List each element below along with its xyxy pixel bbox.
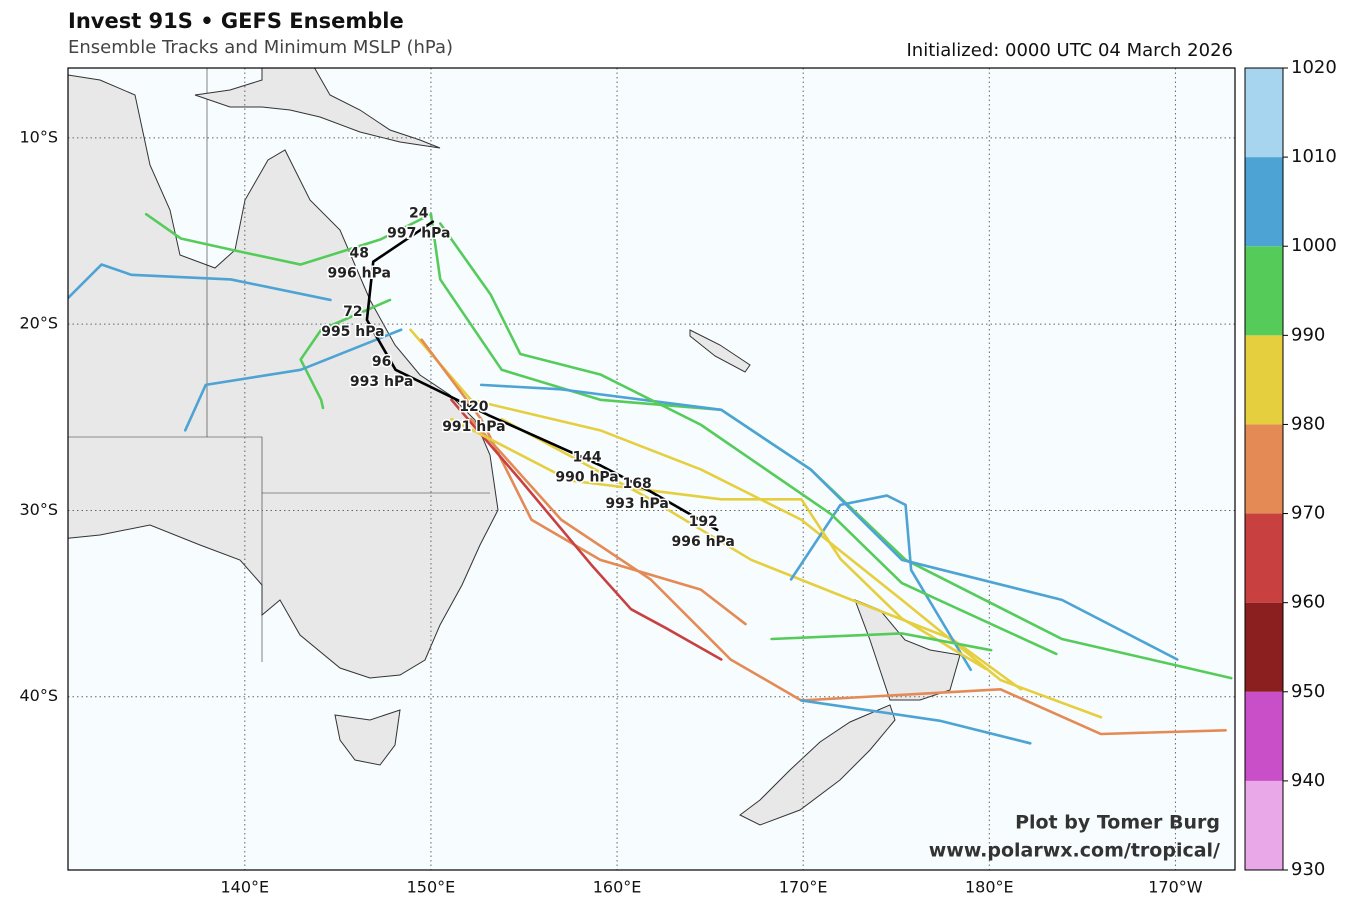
lon-tick-label: 140°E: [220, 878, 269, 897]
colorbar-bin: [1245, 68, 1283, 158]
colorbar-label: 1010: [1291, 146, 1337, 167]
lat-tick-label: 10°S: [19, 127, 58, 146]
mean-track-hour: 96: [372, 354, 391, 370]
ensemble-track: [438, 222, 1058, 656]
colorbar-bin: [1245, 424, 1283, 514]
mean-track-mslp: 995 hPa: [321, 324, 384, 340]
lat-tick-label: 20°S: [19, 314, 58, 333]
mean-track-hour: 192: [689, 514, 718, 530]
colorbar-label: 980: [1291, 413, 1325, 434]
lat-tick-label: 30°S: [19, 500, 58, 519]
mean-track-mslp: 993 hPa: [350, 374, 413, 390]
ensemble-track: [789, 494, 973, 672]
mean-track-mslp: 996 hPa: [671, 534, 734, 550]
ensemble-track: [183, 328, 403, 432]
mean-track-mslp: 990 hPa: [555, 470, 618, 486]
ensemble-track: [68, 263, 332, 302]
colorbar-label: 940: [1291, 770, 1325, 791]
credit-url: www.polarwx.com/tropical/: [929, 840, 1220, 862]
mean-track-line: [365, 220, 719, 532]
colorbar-label: 930: [1291, 859, 1325, 880]
ensemble-track: [144, 212, 433, 266]
colorbar-label: 1000: [1291, 235, 1337, 256]
colorbar-bin: [1245, 602, 1283, 692]
lat-tick-label: 40°S: [19, 686, 58, 705]
ensemble-track: [479, 383, 1179, 661]
colorbar: 930 940 950 960 970 980 990 1000 1010 1020: [1244, 57, 1337, 880]
colorbar-label: 1020: [1291, 57, 1337, 78]
mean-track-hour: 24: [409, 206, 429, 222]
mean-track-mslp: 991 hPa: [442, 419, 505, 435]
lon-tick-label: 160°E: [593, 878, 642, 897]
mean-track-mslp: 996 hPa: [328, 266, 391, 282]
mean-track-mslp: 993 hPa: [605, 496, 668, 512]
credit: Plot by Tomer Burg: [1015, 812, 1220, 834]
lon-tick-label: 180°E: [965, 878, 1014, 897]
mean-track-hour: 72: [343, 304, 362, 320]
colorbar-bin: [1245, 246, 1283, 336]
mean-track: 24 997 hPa 48 996 hPa 72 995 hPa 96 993 hPa 120 9…: [320, 204, 737, 551]
ensemble-track: [299, 298, 392, 410]
ensemble-track: [770, 632, 993, 652]
ensemble-track: [800, 699, 1032, 745]
ensemble-track: [500, 417, 1023, 691]
ensemble-track: [450, 417, 987, 671]
colorbar-bin: [1245, 513, 1283, 603]
colorbar-label: 990: [1291, 324, 1325, 345]
mean-track-mslp: 997 hPa: [387, 226, 450, 242]
mean-track-hour: 120: [459, 399, 488, 415]
ensemble-track: [469, 417, 1227, 736]
colorbar-label: 960: [1291, 592, 1325, 613]
lon-tick-label: 170°E: [779, 878, 828, 897]
subtitle: Ensemble Tracks and Minimum MSLP (hPa): [68, 37, 453, 58]
gridlines: 140°E 150°E 160°E 170°E 180°E 170°W 10°S 20°S 30…: [19, 68, 1235, 897]
lon-tick-label: 150°E: [407, 878, 456, 897]
mean-track-hour: 144: [572, 450, 601, 466]
colorbar-bin: [1245, 335, 1283, 425]
mean-track-hour: 168: [623, 476, 652, 492]
colorbar-label: 970: [1291, 503, 1325, 524]
colorbar-bin: [1245, 780, 1283, 870]
init-time: Initialized: 0000 UTC 04 March 2026: [906, 40, 1233, 61]
mean-track-hour: 48: [350, 246, 369, 262]
colorbar-bin: [1245, 157, 1283, 247]
title: Invest 91S • GEFS Ensemble: [68, 9, 404, 33]
colorbar-label: 950: [1291, 681, 1325, 702]
lon-tick-label: 170°W: [1148, 878, 1203, 897]
colorbar-frame: [1244, 67, 1284, 871]
map-frame: [67, 67, 1236, 871]
ensemble-track: [450, 398, 723, 661]
land: [68, 68, 961, 826]
colorbar-bin: [1245, 691, 1283, 781]
